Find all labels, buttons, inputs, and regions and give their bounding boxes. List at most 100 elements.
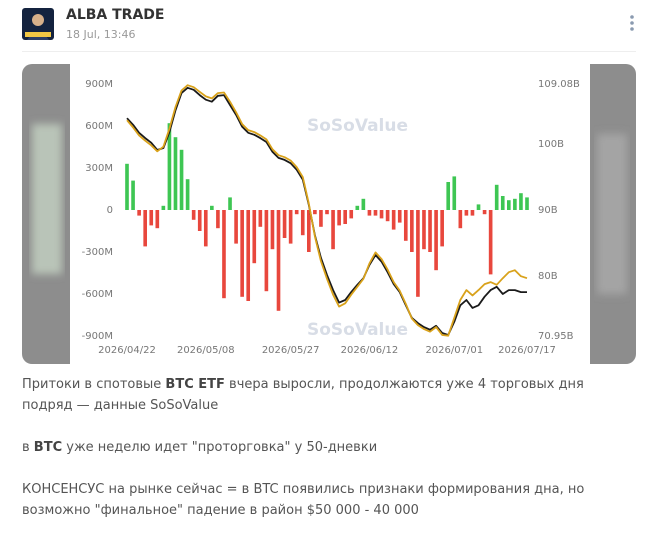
y2-tick-label: 109.08B: [538, 79, 580, 90]
bar: [470, 210, 475, 216]
line: [126, 84, 528, 337]
bar: [464, 210, 469, 216]
x-tick-label: 2026/07/17: [498, 345, 556, 356]
bar: [397, 210, 402, 223]
bar: [428, 210, 432, 252]
bar: [440, 210, 444, 247]
bar: [240, 210, 244, 297]
bar: [282, 210, 287, 238]
bar: [458, 210, 463, 229]
bar: [167, 123, 172, 210]
bar: [294, 210, 299, 215]
bar: [482, 210, 487, 215]
bar: [403, 210, 408, 241]
text: в: [22, 440, 34, 455]
y-tick-label: 900M: [85, 79, 113, 90]
text: КОНСЕНСУС на рынке сейчас = в BTC появил…: [22, 482, 585, 518]
y-tick-label: -600M: [82, 289, 113, 300]
bar: [216, 210, 220, 229]
bar: [373, 210, 378, 216]
bar: [361, 198, 366, 210]
y-tick-label: 600M: [85, 121, 113, 132]
text: уже неделю идет "проторговка" у 50-дневк…: [62, 440, 378, 455]
x-tick-label: 2026/04/22: [98, 345, 156, 356]
bar: [410, 210, 414, 252]
x-tick-label: 2026/05/27: [262, 345, 320, 356]
bold-text: BTC: [33, 440, 63, 455]
y-tick-label: 0: [107, 205, 113, 216]
bar: [143, 210, 147, 247]
y-tick-label: 300M: [85, 163, 113, 174]
author-name[interactable]: ALBA TRADE: [66, 7, 165, 23]
separator: [22, 51, 636, 52]
menu-button[interactable]: [628, 14, 636, 34]
bar: [228, 197, 232, 210]
bar: [507, 200, 511, 210]
bold-text: BTC ETF: [165, 377, 225, 392]
bar: [125, 163, 129, 210]
y-tick-label: -900M: [82, 331, 113, 342]
bar: [300, 210, 305, 236]
bar: [252, 210, 257, 264]
bar: [222, 210, 226, 299]
bar: [137, 210, 141, 216]
bar: [476, 204, 481, 210]
avatar[interactable]: [22, 8, 54, 40]
bar: [276, 210, 281, 311]
y2-tick-label: 100B: [538, 139, 564, 150]
line: [126, 86, 527, 336]
bar: [416, 210, 420, 297]
bar: [149, 210, 154, 226]
bar: [131, 180, 135, 210]
post-date: 18 Jul, 13:46: [66, 28, 136, 41]
bar: [385, 210, 390, 222]
bar: [434, 210, 438, 271]
bar: [391, 210, 396, 230]
watermark: SoSoValue: [307, 116, 408, 136]
bar: [191, 210, 196, 220]
paragraph: КОНСЕНСУС на рынке сейчас = в BTC появил…: [22, 479, 634, 521]
bar: [313, 210, 317, 215]
bar: [210, 205, 214, 210]
y-tick-label: -300M: [82, 247, 113, 258]
bar: [307, 210, 311, 252]
bar: [446, 182, 451, 210]
text: вчера выросли, продолжаются уже 4 торгов…: [22, 377, 584, 413]
watermark: SoSoValue: [307, 320, 408, 340]
bar: [494, 184, 499, 210]
bar: [185, 179, 190, 210]
bar: [519, 193, 523, 210]
text: Притоки в спотовые: [22, 377, 166, 392]
bar: [319, 210, 323, 227]
bar: [488, 210, 493, 275]
bar: [258, 210, 263, 227]
bar: [264, 210, 269, 292]
bar: [270, 210, 275, 250]
bar: [452, 176, 457, 210]
bar: [288, 210, 293, 244]
paragraph: в BTC уже неделю идет "проторговка" у 50…: [22, 437, 634, 458]
bar: [161, 205, 166, 210]
bar: [355, 205, 360, 210]
y2-tick-label: 80B: [538, 271, 558, 282]
bar: [349, 210, 354, 219]
bar: [325, 210, 329, 215]
bar: [367, 210, 372, 216]
bar: [203, 210, 208, 247]
bar: [173, 137, 178, 210]
post-image[interactable]: SoSoValue SoSoValue -900M -600M -300M 0 300M 60…: [22, 64, 636, 364]
y2-tick-label: 90B: [538, 205, 558, 216]
y2-tick-label: 70.95B: [538, 331, 574, 342]
bar: [155, 210, 160, 229]
paragraph: Притоки в спотовые BTC ETF вчера выросли…: [22, 374, 634, 416]
bar: [422, 210, 426, 250]
bar: [500, 196, 505, 210]
bar: [331, 210, 335, 250]
x-tick-label: 2026/05/08: [177, 345, 235, 356]
x-tick-label: 2026/07/01: [425, 345, 483, 356]
bar: [379, 210, 384, 219]
bar: [343, 210, 347, 224]
bar: [179, 149, 184, 210]
bar: [513, 198, 517, 210]
